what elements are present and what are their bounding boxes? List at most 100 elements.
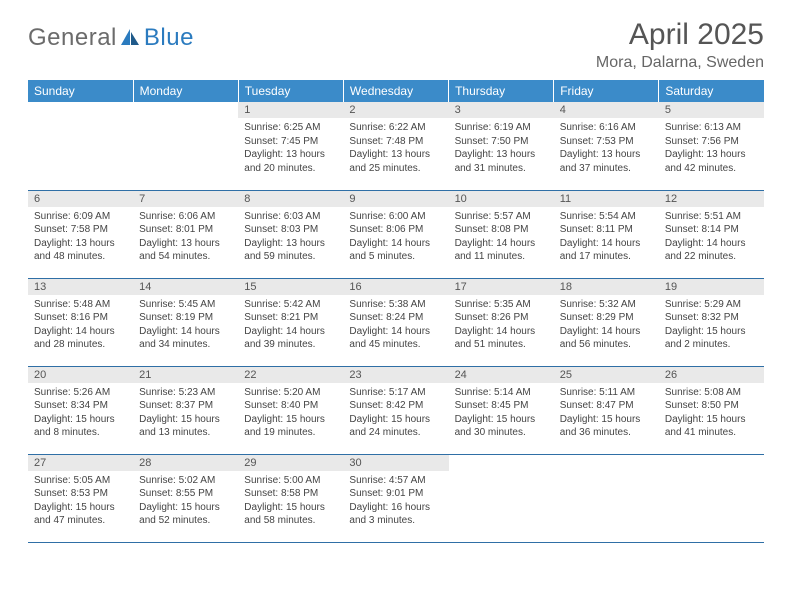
- sunset-line: Sunset: 7:58 PM: [34, 223, 127, 237]
- daylight-line: Daylight: 14 hours and 5 minutes.: [349, 237, 442, 264]
- sunset-line: Sunset: 8:45 PM: [455, 399, 548, 413]
- daylight-line: Daylight: 15 hours and 58 minutes.: [244, 501, 337, 528]
- sunrise-line: Sunrise: 5:08 AM: [665, 386, 758, 400]
- day-header: Friday: [554, 80, 659, 102]
- day-details: Sunrise: 5:05 AMSunset: 8:53 PMDaylight:…: [28, 471, 133, 532]
- daylight-line: Daylight: 15 hours and 19 minutes.: [244, 413, 337, 440]
- day-number: 9: [343, 191, 448, 207]
- calendar-day-cell: 11Sunrise: 5:54 AMSunset: 8:11 PMDayligh…: [554, 190, 659, 278]
- calendar-week-row: 27Sunrise: 5:05 AMSunset: 8:53 PMDayligh…: [28, 454, 764, 542]
- calendar-day-cell: 12Sunrise: 5:51 AMSunset: 8:14 PMDayligh…: [659, 190, 764, 278]
- daylight-line: Daylight: 14 hours and 51 minutes.: [455, 325, 548, 352]
- day-number: 2: [343, 102, 448, 118]
- sunset-line: Sunset: 8:42 PM: [349, 399, 442, 413]
- sunrise-line: Sunrise: 5:05 AM: [34, 474, 127, 488]
- calendar-day-cell: 10Sunrise: 5:57 AMSunset: 8:08 PMDayligh…: [449, 190, 554, 278]
- sunrise-line: Sunrise: 6:22 AM: [349, 121, 442, 135]
- day-number: 30: [343, 455, 448, 471]
- day-number: 25: [554, 367, 659, 383]
- sunset-line: Sunset: 8:29 PM: [560, 311, 653, 325]
- sunrise-line: Sunrise: 5:35 AM: [455, 298, 548, 312]
- day-details: Sunrise: 6:06 AMSunset: 8:01 PMDaylight:…: [133, 207, 238, 268]
- day-number: 20: [28, 367, 133, 383]
- calendar-week-row: 13Sunrise: 5:48 AMSunset: 8:16 PMDayligh…: [28, 278, 764, 366]
- sunset-line: Sunset: 8:08 PM: [455, 223, 548, 237]
- daylight-line: Daylight: 15 hours and 24 minutes.: [349, 413, 442, 440]
- daylight-line: Daylight: 13 hours and 37 minutes.: [560, 148, 653, 175]
- calendar-empty-cell: [28, 102, 133, 190]
- day-details: Sunrise: 5:54 AMSunset: 8:11 PMDaylight:…: [554, 207, 659, 268]
- sunset-line: Sunset: 7:53 PM: [560, 135, 653, 149]
- sunset-line: Sunset: 8:37 PM: [139, 399, 232, 413]
- daylight-line: Daylight: 13 hours and 54 minutes.: [139, 237, 232, 264]
- sunrise-line: Sunrise: 6:13 AM: [665, 121, 758, 135]
- sunrise-line: Sunrise: 5:38 AM: [349, 298, 442, 312]
- daylight-line: Daylight: 15 hours and 8 minutes.: [34, 413, 127, 440]
- day-details: Sunrise: 6:22 AMSunset: 7:48 PMDaylight:…: [343, 118, 448, 179]
- day-number: 26: [659, 367, 764, 383]
- sunset-line: Sunset: 8:11 PM: [560, 223, 653, 237]
- calendar-day-cell: 24Sunrise: 5:14 AMSunset: 8:45 PMDayligh…: [449, 366, 554, 454]
- calendar-day-cell: 22Sunrise: 5:20 AMSunset: 8:40 PMDayligh…: [238, 366, 343, 454]
- daylight-line: Daylight: 13 hours and 59 minutes.: [244, 237, 337, 264]
- day-details: Sunrise: 5:08 AMSunset: 8:50 PMDaylight:…: [659, 383, 764, 444]
- day-details: Sunrise: 6:13 AMSunset: 7:56 PMDaylight:…: [659, 118, 764, 179]
- calendar-body: 1Sunrise: 6:25 AMSunset: 7:45 PMDaylight…: [28, 102, 764, 542]
- day-number: 11: [554, 191, 659, 207]
- sunrise-line: Sunrise: 5:45 AM: [139, 298, 232, 312]
- calendar-day-cell: 29Sunrise: 5:00 AMSunset: 8:58 PMDayligh…: [238, 454, 343, 542]
- calendar-page: General Blue April 2025 Mora, Dalarna, S…: [0, 0, 792, 543]
- day-details: Sunrise: 6:03 AMSunset: 8:03 PMDaylight:…: [238, 207, 343, 268]
- day-number: 21: [133, 367, 238, 383]
- calendar-day-cell: 23Sunrise: 5:17 AMSunset: 8:42 PMDayligh…: [343, 366, 448, 454]
- logo: General Blue: [28, 24, 194, 52]
- daylight-line: Daylight: 16 hours and 3 minutes.: [349, 501, 442, 528]
- day-details: Sunrise: 5:02 AMSunset: 8:55 PMDaylight:…: [133, 471, 238, 532]
- daylight-line: Daylight: 15 hours and 13 minutes.: [139, 413, 232, 440]
- month-title: April 2025: [596, 18, 764, 52]
- sunset-line: Sunset: 8:14 PM: [665, 223, 758, 237]
- calendar-day-cell: 21Sunrise: 5:23 AMSunset: 8:37 PMDayligh…: [133, 366, 238, 454]
- day-number: 14: [133, 279, 238, 295]
- day-header: Tuesday: [238, 80, 343, 102]
- daylight-line: Daylight: 14 hours and 11 minutes.: [455, 237, 548, 264]
- day-details: Sunrise: 4:57 AMSunset: 9:01 PMDaylight:…: [343, 471, 448, 532]
- day-number: 29: [238, 455, 343, 471]
- day-details: Sunrise: 5:20 AMSunset: 8:40 PMDaylight:…: [238, 383, 343, 444]
- day-details: Sunrise: 5:57 AMSunset: 8:08 PMDaylight:…: [449, 207, 554, 268]
- sunrise-line: Sunrise: 5:57 AM: [455, 210, 548, 224]
- daylight-line: Daylight: 15 hours and 36 minutes.: [560, 413, 653, 440]
- sunrise-line: Sunrise: 6:03 AM: [244, 210, 337, 224]
- day-number: 3: [449, 102, 554, 118]
- day-details: Sunrise: 5:23 AMSunset: 8:37 PMDaylight:…: [133, 383, 238, 444]
- daylight-line: Daylight: 14 hours and 28 minutes.: [34, 325, 127, 352]
- day-number: 23: [343, 367, 448, 383]
- calendar-day-cell: 1Sunrise: 6:25 AMSunset: 7:45 PMDaylight…: [238, 102, 343, 190]
- daylight-line: Daylight: 14 hours and 56 minutes.: [560, 325, 653, 352]
- calendar-empty-cell: [659, 454, 764, 542]
- daylight-line: Daylight: 15 hours and 52 minutes.: [139, 501, 232, 528]
- calendar-header-row: SundayMondayTuesdayWednesdayThursdayFrid…: [28, 80, 764, 102]
- daylight-line: Daylight: 13 hours and 20 minutes.: [244, 148, 337, 175]
- calendar-day-cell: 26Sunrise: 5:08 AMSunset: 8:50 PMDayligh…: [659, 366, 764, 454]
- sunset-line: Sunset: 8:26 PM: [455, 311, 548, 325]
- calendar-day-cell: 18Sunrise: 5:32 AMSunset: 8:29 PMDayligh…: [554, 278, 659, 366]
- calendar-day-cell: 7Sunrise: 6:06 AMSunset: 8:01 PMDaylight…: [133, 190, 238, 278]
- day-number: 17: [449, 279, 554, 295]
- day-header: Monday: [133, 80, 238, 102]
- sunset-line: Sunset: 7:48 PM: [349, 135, 442, 149]
- day-details: Sunrise: 5:35 AMSunset: 8:26 PMDaylight:…: [449, 295, 554, 356]
- sunrise-line: Sunrise: 5:02 AM: [139, 474, 232, 488]
- sunrise-line: Sunrise: 5:23 AM: [139, 386, 232, 400]
- sunset-line: Sunset: 8:03 PM: [244, 223, 337, 237]
- calendar-empty-cell: [449, 454, 554, 542]
- day-header: Sunday: [28, 80, 133, 102]
- day-number: 22: [238, 367, 343, 383]
- sunset-line: Sunset: 8:58 PM: [244, 487, 337, 501]
- calendar-table: SundayMondayTuesdayWednesdayThursdayFrid…: [28, 80, 764, 543]
- sunrise-line: Sunrise: 5:20 AM: [244, 386, 337, 400]
- daylight-line: Daylight: 14 hours and 22 minutes.: [665, 237, 758, 264]
- calendar-day-cell: 9Sunrise: 6:00 AMSunset: 8:06 PMDaylight…: [343, 190, 448, 278]
- calendar-week-row: 6Sunrise: 6:09 AMSunset: 7:58 PMDaylight…: [28, 190, 764, 278]
- day-header: Wednesday: [343, 80, 448, 102]
